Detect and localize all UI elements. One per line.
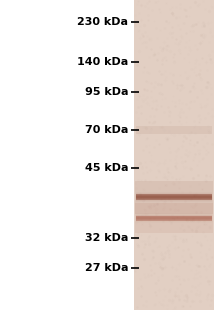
Bar [136,199,212,200]
Bar [136,215,212,220]
Bar [136,214,212,215]
Bar [136,216,212,217]
Bar [136,201,212,202]
Bar [136,217,212,218]
Bar [135,180,213,214]
Bar [136,214,212,215]
Bar [136,199,212,200]
Bar [136,220,212,221]
Bar [136,198,212,199]
Bar [136,215,212,216]
Bar [136,191,212,192]
Text: 140 kDa: 140 kDa [77,57,128,67]
Bar [136,213,212,214]
Bar [136,220,212,221]
Bar [136,192,212,193]
Bar [136,196,212,197]
Bar [136,213,212,214]
Bar [134,0,214,310]
Bar [136,194,212,195]
Text: 45 kDa: 45 kDa [85,163,128,173]
Bar [136,193,212,194]
Bar [136,217,212,218]
Text: 27 kDa: 27 kDa [85,263,128,273]
Text: 95 kDa: 95 kDa [85,87,128,97]
Bar [135,203,213,233]
Bar [136,192,212,193]
Bar [136,219,212,220]
Bar [136,193,212,194]
Bar [136,201,212,202]
Bar [136,196,212,197]
Text: 70 kDa: 70 kDa [85,125,128,135]
Bar [136,221,212,222]
Bar [136,218,212,219]
Bar [136,197,212,198]
Bar [136,198,212,199]
Bar [136,195,212,196]
Bar [136,195,212,196]
Bar [136,200,212,201]
Bar [136,221,212,222]
Bar [136,126,212,134]
Bar [136,219,212,220]
Bar [136,216,212,217]
Bar [136,197,212,198]
Text: 230 kDa: 230 kDa [77,17,128,27]
Bar [136,194,212,200]
Bar [136,218,212,219]
Text: 32 kDa: 32 kDa [85,233,128,243]
Bar [136,200,212,201]
Bar [136,215,212,216]
Bar [136,202,212,203]
Bar [136,222,212,223]
Bar [136,222,212,223]
